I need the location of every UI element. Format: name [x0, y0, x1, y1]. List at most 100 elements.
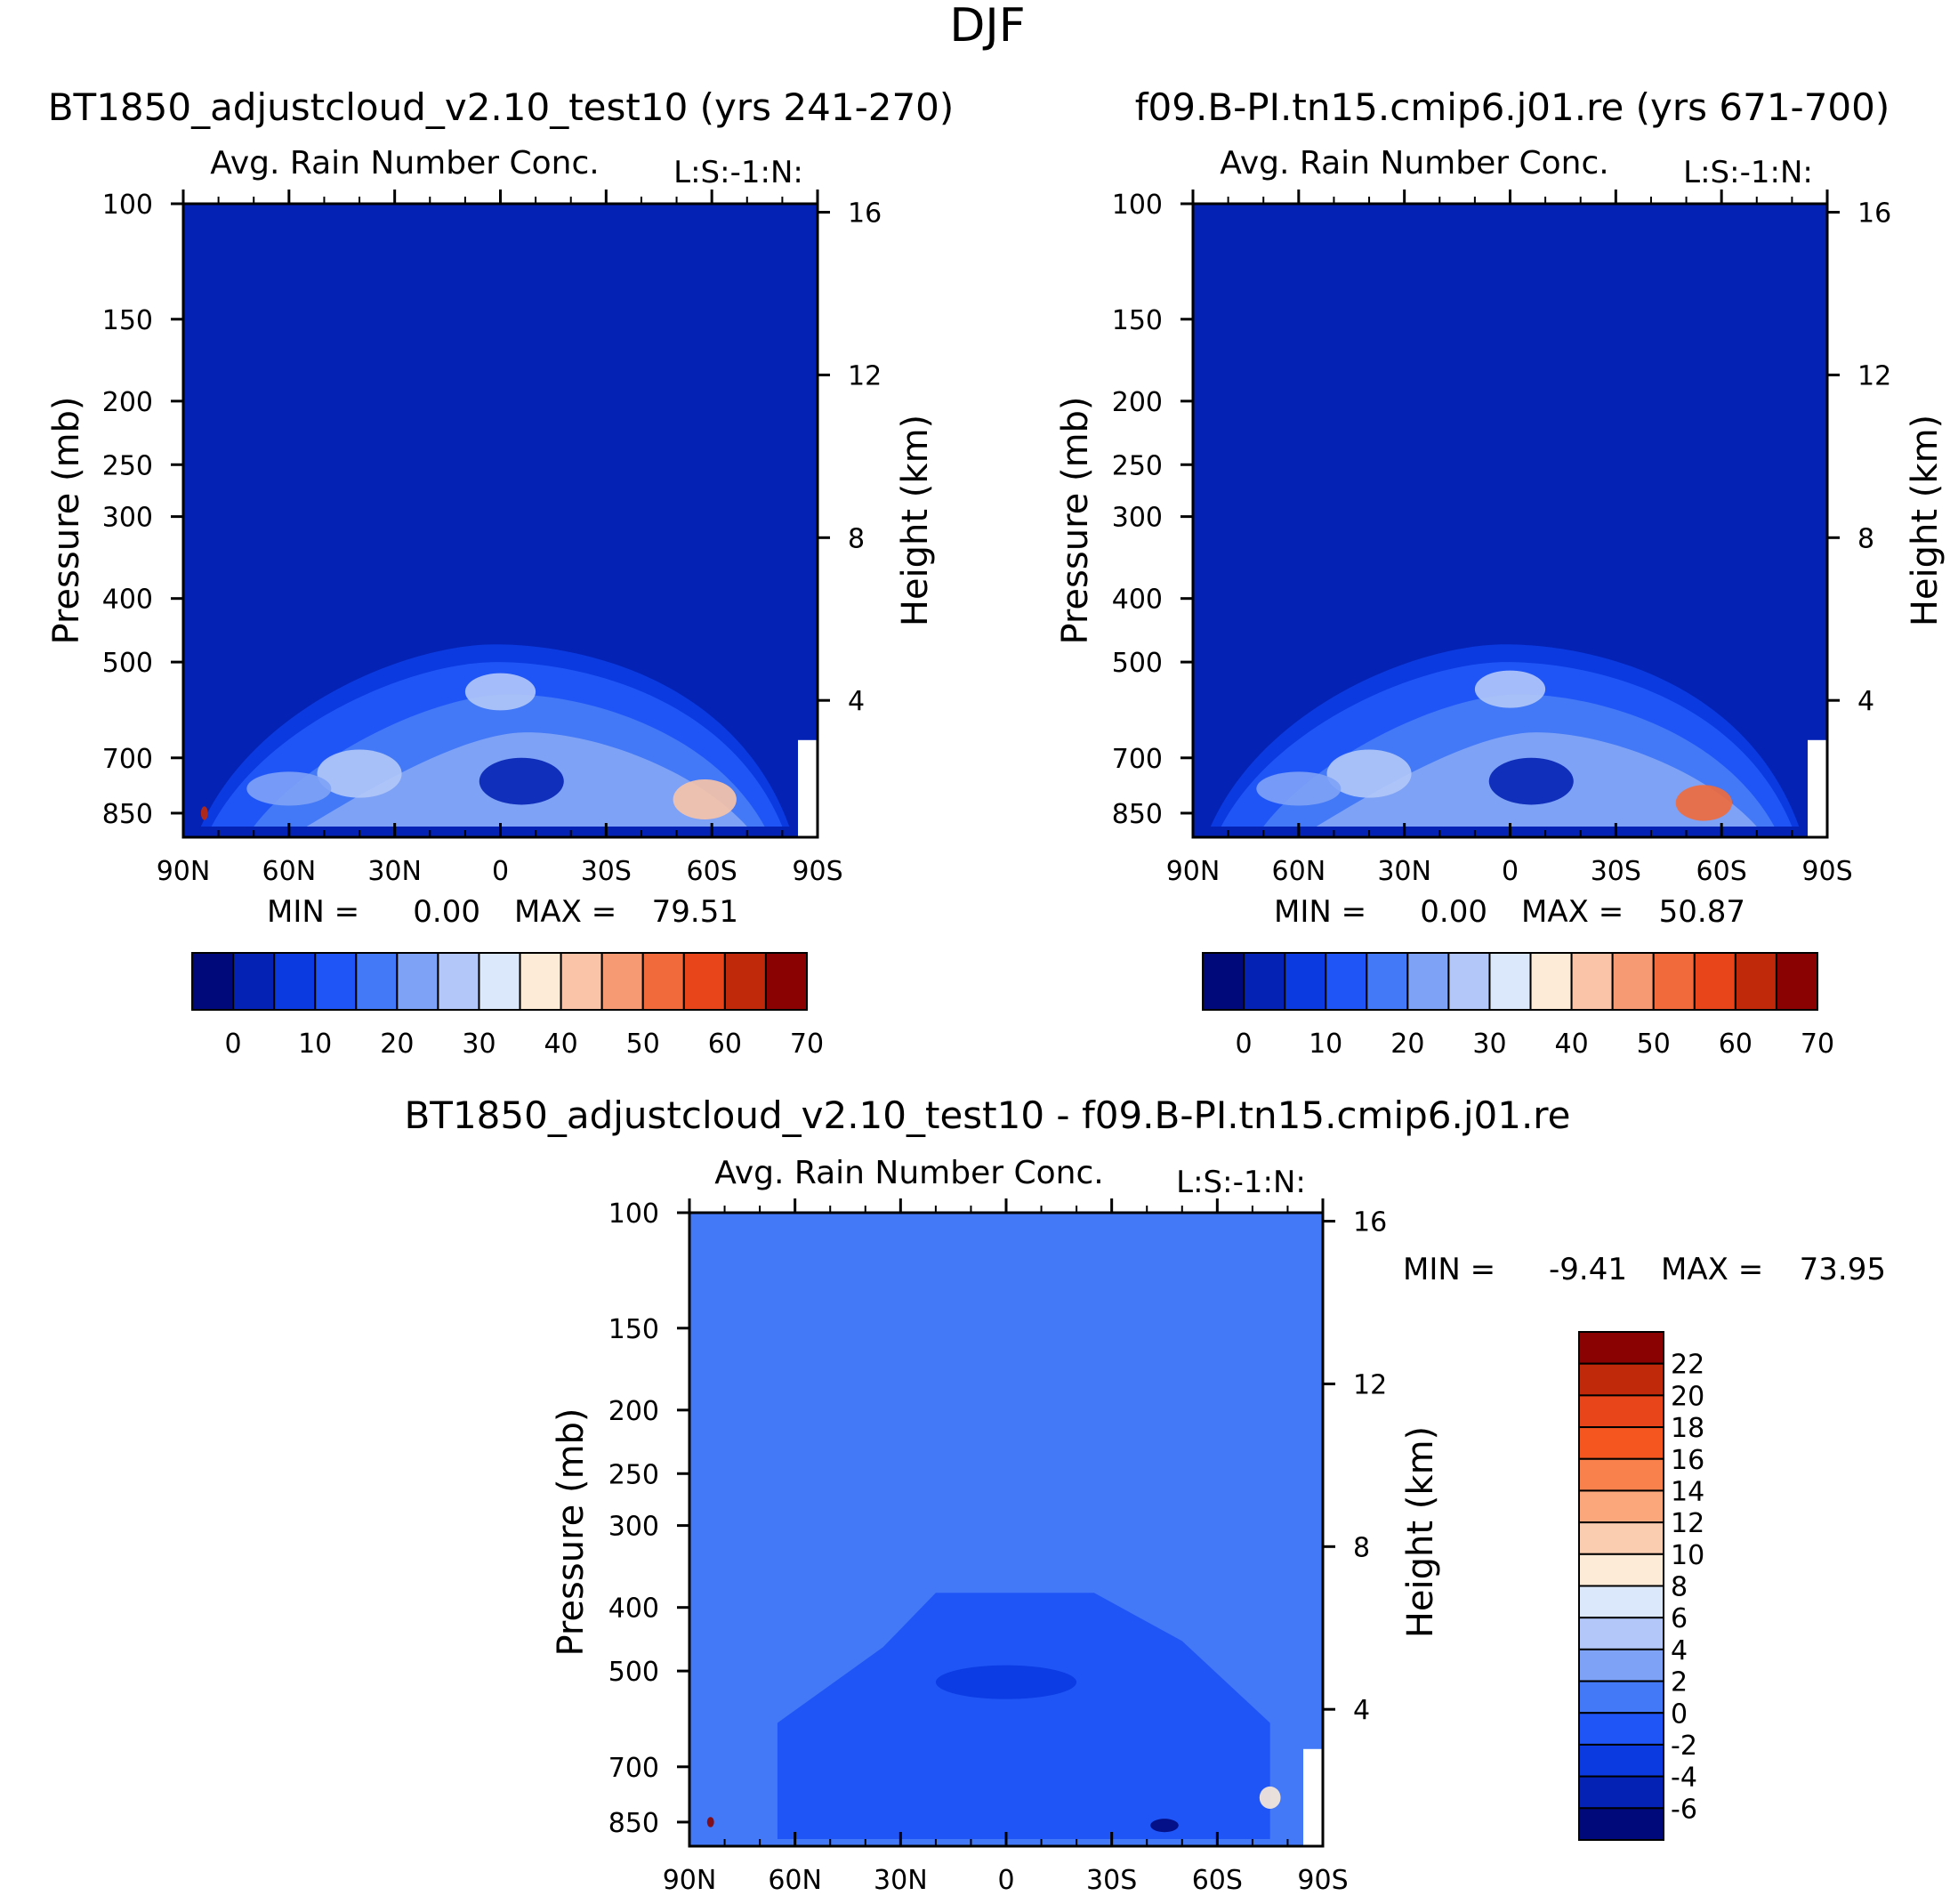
- colorbar-swatch: [560, 952, 603, 1011]
- panel-control: BT1850_adjustcloud_v2.10_test10 (yrs 241…: [46, 85, 954, 1060]
- colorbar-label: 20: [1390, 1029, 1424, 1060]
- x-tick-label: 60S: [1192, 1865, 1243, 1896]
- colorbar-label: 0: [225, 1029, 242, 1060]
- x-tick-label: 60N: [768, 1865, 822, 1896]
- panel-variable: Avg. Rain Number Conc.: [714, 1155, 1103, 1191]
- colorbar-label: 14: [1671, 1476, 1704, 1507]
- panel-tag: L:S:-1:N:: [1683, 155, 1813, 190]
- colorbar-label: 18: [1671, 1413, 1704, 1444]
- colorbar-label: 70: [790, 1029, 824, 1060]
- colorbar-label: -2: [1671, 1731, 1697, 1762]
- y-tick-label: 100: [608, 1198, 659, 1230]
- y-tick-label: 250: [102, 450, 153, 481]
- colorbar-swatch: [1284, 952, 1327, 1011]
- contour-feature: [464, 673, 536, 711]
- colorbar-label: 60: [708, 1029, 742, 1060]
- colorbar-swatch: [1488, 952, 1532, 1011]
- colorbar-swatch: [1406, 952, 1450, 1011]
- x-tick-label: 60S: [687, 856, 737, 887]
- heatmap-field: [1193, 204, 1827, 837]
- y-tick-label: 150: [608, 1314, 659, 1345]
- contour-feature: [1150, 1819, 1179, 1833]
- colorbar-label: 10: [298, 1029, 332, 1060]
- colorbar-swatch: [1578, 1457, 1664, 1492]
- y-tick-label: 850: [608, 1808, 659, 1839]
- y-right-tick-label: 16: [848, 198, 882, 230]
- x-tick-label: 60N: [262, 856, 317, 887]
- x-tick-label: 30S: [1591, 856, 1641, 887]
- colorbar-swatch: [1611, 952, 1655, 1011]
- no-data-region: [1808, 739, 1827, 837]
- colorbar-label: 12: [1671, 1508, 1704, 1539]
- colorbar-label: 22: [1671, 1350, 1704, 1381]
- y-right-tick-label: 12: [1353, 1369, 1387, 1400]
- colorbar-swatch: [314, 952, 358, 1011]
- x-tick-label: 0: [997, 1865, 1014, 1896]
- colorbar-swatch: [682, 952, 726, 1011]
- colorbar-swatch: [1570, 952, 1614, 1011]
- colorbar-swatch: [355, 952, 399, 1011]
- colorbar-swatch: [1652, 952, 1696, 1011]
- y-right-tick-label: 4: [848, 686, 865, 717]
- x-tick-label: 60N: [1272, 856, 1326, 887]
- panel-reference: f09.B-PI.tn15.cmip6.j01.re (yrs 671-700)…: [1055, 85, 1946, 1060]
- colorbar-swatch: [1578, 1617, 1664, 1650]
- colorbar-swatch: [1693, 952, 1736, 1011]
- panel-variable: Avg. Rain Number Conc.: [1220, 145, 1608, 182]
- y-right-label: Height (km): [895, 415, 936, 626]
- contour-feature: [317, 749, 402, 798]
- panel-case-title: BT1850_adjustcloud_v2.10_test10 - f09.B-…: [404, 1093, 1570, 1137]
- y-tick-label: 150: [102, 305, 153, 336]
- panel-difference: BT1850_adjustcloud_v2.10_test10 - f09.B-…: [404, 1093, 1886, 1896]
- x-tick-label: 60S: [1696, 856, 1747, 887]
- y-right-tick-label: 4: [1857, 686, 1874, 717]
- contour-feature: [935, 1665, 1077, 1699]
- colorbar-swatch: [1243, 952, 1286, 1011]
- y-tick-label: 250: [608, 1459, 659, 1490]
- contour-feature: [1256, 771, 1342, 806]
- max-label: MAX =: [1661, 1252, 1763, 1287]
- panel-variable: Avg. Rain Number Conc.: [210, 145, 599, 182]
- colorbar-swatch: [1578, 1521, 1664, 1555]
- colorbar-swatch: [273, 952, 317, 1011]
- y-tick-label: 100: [102, 190, 153, 221]
- colorbar-label: 2: [1671, 1667, 1688, 1698]
- y-tick-label: 200: [1112, 387, 1163, 418]
- colorbar-swatch: [1578, 1680, 1664, 1714]
- axis-ticks: 100 150 200 250 300 400 500 700 850 16 12 8 4 90N 60N 3…: [102, 190, 882, 887]
- colorbar-swatch: [641, 952, 685, 1011]
- colorbar-label: 40: [1555, 1029, 1589, 1060]
- min-value: 0.00: [413, 894, 480, 930]
- y-tick-label: 400: [1112, 585, 1163, 616]
- y-tick-label: 500: [608, 1657, 659, 1688]
- colorbar-swatch: [1578, 1489, 1664, 1524]
- x-tick-label: 30S: [1086, 1865, 1137, 1896]
- y-right-tick-label: 16: [1857, 198, 1891, 230]
- min-value: 0.00: [1420, 894, 1487, 930]
- colorbar: 0 10 20 30 40 50 60 70: [191, 952, 824, 1060]
- colorbar-swatch: [764, 952, 809, 1011]
- y-tick-label: 150: [1112, 305, 1163, 336]
- y-left-label: Pressure (mb): [1055, 396, 1096, 644]
- colorbar-swatch: [1578, 1743, 1664, 1778]
- heatmap-field: [183, 204, 818, 837]
- colorbar-swatch: [232, 952, 276, 1011]
- x-tick-label: 90S: [1801, 856, 1852, 887]
- y-right-tick-label: 8: [1857, 523, 1874, 554]
- colorbar-swatch: [1578, 1585, 1664, 1619]
- colorbar-label: 8: [1671, 1572, 1688, 1603]
- contour-feature: [1474, 670, 1546, 708]
- x-tick-label: 30S: [581, 856, 632, 887]
- min-label: MIN =: [1274, 894, 1366, 930]
- contour-feature: [1675, 785, 1733, 821]
- colorbar-swatch: [1578, 1807, 1664, 1841]
- y-right-tick-label: 16: [1353, 1207, 1387, 1238]
- y-left-label: Pressure (mb): [46, 396, 87, 644]
- colorbar-label: 30: [462, 1029, 496, 1060]
- contour-feature: [706, 1817, 714, 1827]
- colorbar-label: -4: [1671, 1763, 1697, 1794]
- colorbar-swatch: [1578, 1331, 1664, 1365]
- y-tick-label: 850: [1112, 799, 1163, 830]
